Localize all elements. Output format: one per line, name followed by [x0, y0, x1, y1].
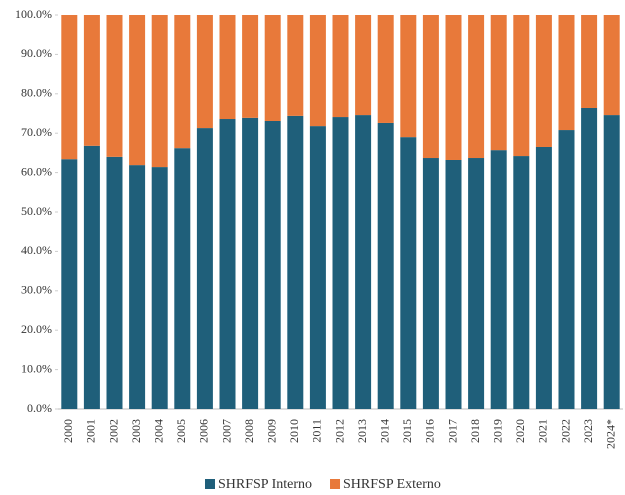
bar-segment [603, 115, 620, 410]
bar-segment [422, 158, 439, 409]
bar-segment [196, 128, 213, 409]
bar-segment [174, 148, 191, 409]
bar-segment [400, 137, 417, 409]
bar-segment [581, 107, 598, 409]
bar-segment [422, 15, 439, 159]
y-tick-label: 70.0% [21, 125, 52, 139]
bar-segment [83, 15, 100, 146]
bar-segment [242, 117, 259, 410]
bar-segment [264, 120, 281, 410]
legend-label: SHRFSP Interno [218, 477, 312, 492]
bar-segment [287, 15, 304, 116]
bar-segment [106, 156, 123, 409]
bar-segment [151, 167, 168, 409]
legend-label: SHRFSP Externo [343, 477, 441, 492]
bar-segment [558, 130, 575, 409]
bar-segment [581, 15, 598, 108]
bar-segment [309, 126, 326, 409]
x-tick-label: 2020 [513, 419, 527, 443]
x-tick-label: 2004 [151, 419, 165, 443]
x-tick-label: 2007 [219, 419, 233, 443]
x-tick-label: 2005 [174, 419, 188, 443]
bar-segment [242, 15, 259, 118]
bar-segment [355, 115, 372, 410]
bar-segment [445, 159, 462, 409]
legend-swatch [330, 479, 341, 489]
x-tick-label: 2017 [445, 419, 459, 443]
bar-segment [332, 15, 349, 118]
x-tick-label: 2011 [310, 419, 324, 443]
x-tick-label: 2012 [332, 419, 346, 443]
y-tick-label: 20.0% [21, 322, 52, 336]
bar-segment [219, 119, 236, 410]
x-tick-label: 2010 [287, 419, 301, 443]
x-tick-label: 2022 [558, 419, 572, 443]
bar-segment [219, 15, 236, 120]
bar-segment [468, 15, 485, 159]
bar-segment [603, 15, 620, 116]
bar-segment [106, 15, 123, 157]
bar-segment [174, 15, 191, 149]
bar-segment [535, 146, 552, 410]
x-tick-label: 2016 [423, 419, 437, 443]
bar-segment [196, 15, 213, 129]
bar-segment [355, 15, 372, 116]
legend-swatch [205, 479, 215, 489]
bar-segment [490, 15, 507, 151]
bar-segment [468, 158, 485, 409]
x-tick-label: 2014 [377, 419, 391, 443]
x-tick-label: 2018 [468, 419, 482, 443]
bar-segment [287, 115, 304, 409]
x-tick-label: 2009 [264, 419, 278, 443]
x-tick-label: 2006 [197, 419, 211, 443]
bar-segment [309, 15, 326, 127]
bar-segment [332, 117, 349, 410]
bar-segment [513, 15, 530, 157]
bar-segment [400, 15, 417, 138]
x-tick-label: 2021 [536, 419, 550, 443]
x-tick-label: 2023 [581, 419, 595, 443]
bar-segment [377, 15, 394, 123]
x-tick-label: 2002 [106, 419, 120, 443]
bar-segment [513, 156, 530, 409]
bar-segment [445, 15, 462, 160]
bar-segment [151, 15, 168, 168]
y-tick-label: 80.0% [21, 86, 52, 100]
y-tick-label: 90.0% [21, 46, 52, 60]
bar-segment [490, 150, 507, 409]
x-tick-label: 2003 [129, 419, 143, 443]
bar-segment [377, 122, 394, 410]
bar-segment [129, 165, 146, 409]
bar-segment [129, 15, 146, 166]
x-tick-label: 2019 [490, 419, 504, 443]
y-tick-label: 50.0% [21, 204, 52, 218]
y-tick-label: 10.0% [21, 361, 52, 375]
x-tick-label: 2008 [242, 419, 256, 443]
bar-segment [535, 15, 552, 147]
x-tick-label: 2013 [355, 419, 369, 443]
x-tick-label: 2001 [84, 419, 98, 443]
y-tick-label: 60.0% [21, 164, 52, 178]
x-tick-label: 2024* [603, 419, 617, 449]
bar-segment [83, 145, 100, 410]
y-tick-label: 0.0% [27, 401, 52, 415]
y-tick-label: 30.0% [21, 283, 52, 297]
y-tick-label: 100.0% [15, 7, 52, 21]
y-tick-label: 40.0% [21, 243, 52, 257]
x-tick-label: 2015 [400, 419, 414, 443]
bar-segment [61, 15, 78, 160]
bar-segment [558, 15, 575, 131]
bar-segment [61, 159, 78, 409]
bar-segment [264, 15, 281, 121]
x-tick-label: 2000 [61, 419, 75, 443]
